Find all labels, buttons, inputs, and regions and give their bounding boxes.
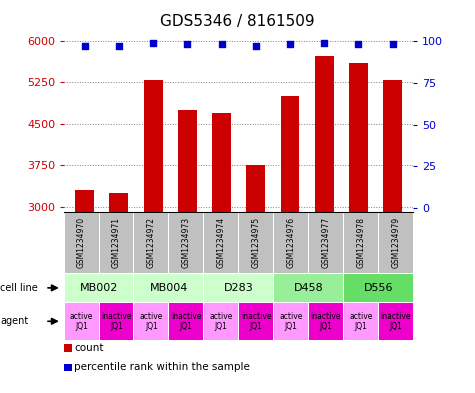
Text: inactive
JQ1: inactive JQ1 — [171, 312, 201, 331]
Text: active
JQ1: active JQ1 — [140, 312, 163, 331]
Point — [355, 41, 362, 48]
Text: inactive
JQ1: inactive JQ1 — [380, 312, 411, 331]
Text: inactive
JQ1: inactive JQ1 — [101, 312, 132, 331]
Text: GSM1234975: GSM1234975 — [252, 217, 261, 268]
Text: inactive
JQ1: inactive JQ1 — [311, 312, 341, 331]
Text: GSM1234973: GSM1234973 — [182, 217, 191, 268]
Text: agent: agent — [0, 316, 28, 326]
Text: D556: D556 — [363, 283, 393, 293]
Text: MB002: MB002 — [80, 283, 118, 293]
Text: GSM1234970: GSM1234970 — [77, 217, 86, 268]
Text: MB004: MB004 — [150, 283, 188, 293]
Bar — [109, 193, 128, 373]
Bar — [383, 81, 402, 373]
Bar — [75, 190, 94, 373]
Text: GDS5346 / 8161509: GDS5346 / 8161509 — [160, 14, 315, 29]
Text: D283: D283 — [224, 283, 254, 293]
Text: GSM1234971: GSM1234971 — [112, 217, 121, 268]
Bar — [178, 110, 197, 373]
Point — [81, 43, 88, 49]
Text: active
JQ1: active JQ1 — [349, 312, 372, 331]
Bar — [247, 165, 265, 373]
Text: GSM1234974: GSM1234974 — [217, 217, 226, 268]
Text: GSM1234976: GSM1234976 — [286, 217, 295, 268]
Point — [115, 43, 123, 49]
Bar — [349, 63, 368, 373]
Point — [321, 40, 328, 46]
Point — [149, 40, 157, 46]
Text: GSM1234972: GSM1234972 — [147, 217, 156, 268]
Text: percentile rank within the sample: percentile rank within the sample — [74, 362, 250, 373]
Point — [389, 41, 397, 48]
Bar — [281, 96, 299, 373]
Text: inactive
JQ1: inactive JQ1 — [241, 312, 271, 331]
Point — [183, 41, 191, 48]
Text: active
JQ1: active JQ1 — [209, 312, 233, 331]
Text: cell line: cell line — [0, 283, 38, 293]
Bar — [144, 81, 162, 373]
Text: GSM1234979: GSM1234979 — [391, 217, 400, 268]
Text: active
JQ1: active JQ1 — [70, 312, 93, 331]
Point — [286, 41, 294, 48]
Text: active
JQ1: active JQ1 — [279, 312, 303, 331]
Bar — [315, 56, 333, 373]
Point — [252, 43, 260, 49]
Point — [218, 41, 225, 48]
Text: count: count — [74, 343, 104, 353]
Text: GSM1234978: GSM1234978 — [356, 217, 365, 268]
Text: D458: D458 — [294, 283, 323, 293]
Text: GSM1234977: GSM1234977 — [322, 217, 331, 268]
Bar — [212, 112, 231, 373]
